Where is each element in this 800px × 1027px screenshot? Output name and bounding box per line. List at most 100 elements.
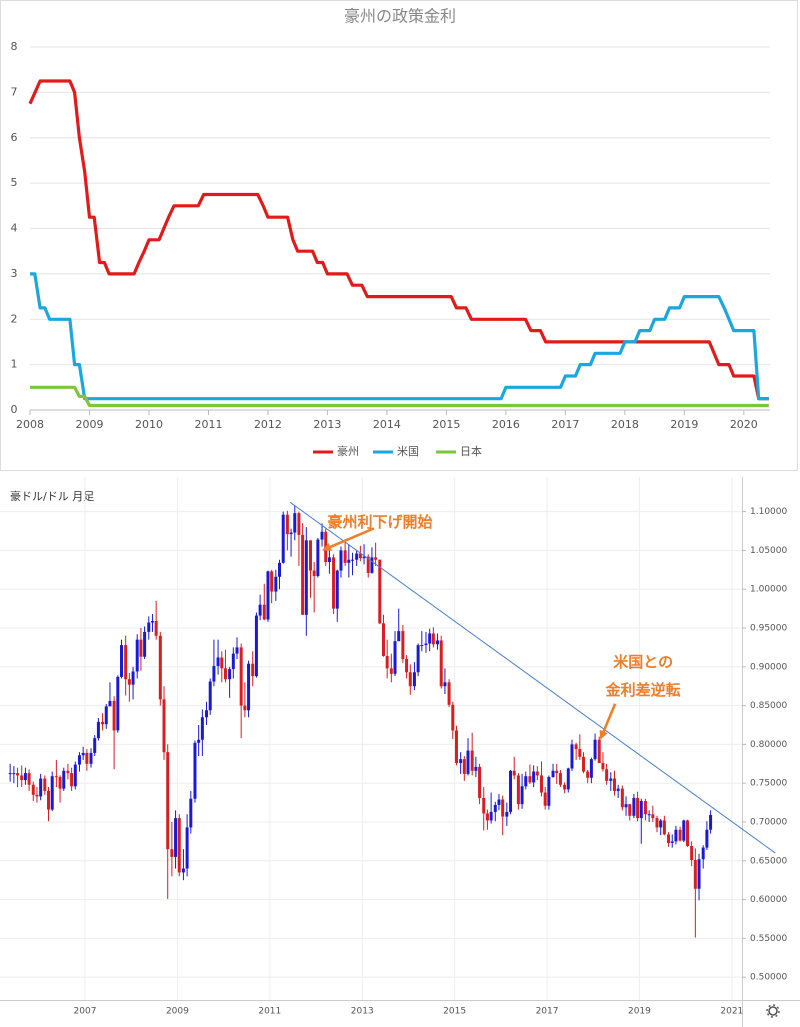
candle-body bbox=[420, 645, 424, 647]
chart-title: 豪ドル/ドル 月足 bbox=[10, 489, 94, 503]
candle-body bbox=[612, 778, 616, 791]
candle-body bbox=[247, 663, 251, 711]
annotation-arrowhead bbox=[599, 729, 608, 740]
candles bbox=[8, 505, 713, 938]
y-tick-label: 0.60000 bbox=[750, 895, 787, 905]
candle-body bbox=[308, 540, 312, 571]
candle-body bbox=[266, 571, 270, 620]
candle-body bbox=[570, 744, 574, 769]
candle-body bbox=[58, 776, 62, 789]
candle-body bbox=[524, 776, 528, 787]
candle-body bbox=[528, 776, 532, 783]
candle-body bbox=[81, 752, 85, 756]
candle-body bbox=[497, 799, 501, 805]
candle-body bbox=[682, 820, 686, 841]
candle-body bbox=[85, 752, 89, 764]
x-tick-label: 2011 bbox=[194, 418, 222, 431]
candle-body bbox=[439, 640, 443, 687]
candle-body bbox=[539, 775, 543, 793]
candle-body bbox=[50, 776, 54, 810]
y-tick-label: 4 bbox=[11, 222, 18, 235]
y-tick-label: 6 bbox=[11, 131, 18, 144]
candle-body bbox=[208, 681, 212, 711]
gear bbox=[768, 1006, 778, 1016]
candle-body bbox=[424, 643, 428, 646]
candle-body bbox=[693, 860, 697, 889]
candle-body bbox=[8, 773, 12, 775]
legend-label: 豪州 bbox=[337, 444, 359, 458]
candle-body bbox=[281, 514, 285, 563]
candle-body bbox=[96, 721, 100, 739]
x-tick-label: 2016 bbox=[492, 418, 520, 431]
candle-body bbox=[378, 559, 382, 624]
x-tick-label: 2019 bbox=[628, 1007, 651, 1017]
candle-body bbox=[23, 773, 27, 781]
candle-body bbox=[66, 770, 70, 774]
y-tick-label: 7 bbox=[11, 85, 18, 98]
candle-body bbox=[451, 704, 455, 731]
candle-body bbox=[158, 635, 162, 700]
candle-body bbox=[535, 771, 539, 776]
candle-body bbox=[601, 763, 605, 770]
candle-body bbox=[589, 759, 593, 778]
candle-body bbox=[447, 682, 451, 705]
candle-body bbox=[335, 570, 339, 609]
candle-body bbox=[651, 814, 655, 819]
candle-body bbox=[239, 647, 243, 706]
candle-body bbox=[678, 829, 682, 841]
candle-body bbox=[39, 778, 43, 797]
candle-body bbox=[639, 801, 643, 819]
candle-body bbox=[293, 513, 297, 533]
y-tick-label: 8 bbox=[11, 40, 18, 53]
x-tick-label: 2014 bbox=[373, 418, 401, 431]
settings-icon[interactable] bbox=[766, 1004, 780, 1018]
candle-body bbox=[258, 604, 262, 616]
candle-body bbox=[27, 773, 31, 785]
legend-label: 日本 bbox=[460, 444, 482, 458]
x-tick-label: 2012 bbox=[254, 418, 282, 431]
candle-body bbox=[643, 801, 647, 815]
candle-body bbox=[212, 666, 216, 682]
candle-body bbox=[135, 639, 139, 672]
candle-body bbox=[578, 749, 582, 757]
candle-body bbox=[366, 556, 370, 573]
candle-body bbox=[459, 759, 463, 764]
y-tick-label: 1.10000 bbox=[750, 507, 787, 517]
candle-body bbox=[370, 557, 374, 573]
candle-body bbox=[670, 841, 674, 843]
candle-body bbox=[632, 797, 636, 816]
candle-body bbox=[70, 773, 74, 787]
candle-body bbox=[478, 766, 482, 798]
candle-body bbox=[327, 557, 331, 563]
candle-body bbox=[381, 623, 385, 656]
candle-body bbox=[339, 550, 343, 571]
annotation-text: 金利差逆転 bbox=[605, 681, 681, 699]
candle-body bbox=[628, 804, 632, 816]
y-tick-label: 5 bbox=[11, 176, 18, 189]
candle-body bbox=[558, 773, 562, 785]
candle-body bbox=[624, 804, 628, 808]
candle-body bbox=[551, 770, 555, 777]
candle-body bbox=[408, 672, 412, 687]
candle-body bbox=[285, 514, 289, 535]
top-chart-frame bbox=[0, 0, 798, 471]
y-tick-label: 0.75000 bbox=[750, 779, 787, 789]
candle-body bbox=[436, 640, 440, 645]
candle-body bbox=[516, 775, 520, 805]
candle-body bbox=[73, 764, 77, 787]
candle-body bbox=[62, 770, 66, 789]
candle-body bbox=[254, 615, 258, 677]
candle-body bbox=[289, 532, 293, 535]
candle-body bbox=[397, 631, 401, 642]
x-tick-label: 2008 bbox=[16, 418, 44, 431]
candle-body bbox=[166, 752, 170, 850]
candle-body bbox=[147, 622, 151, 632]
candle-body bbox=[454, 730, 458, 764]
rate-line bbox=[30, 272, 769, 401]
x-tick-label: 2015 bbox=[432, 418, 460, 431]
candle-body bbox=[320, 531, 324, 540]
candle-body bbox=[200, 717, 204, 740]
candle-body bbox=[701, 847, 705, 860]
candle-body bbox=[501, 799, 505, 817]
candle-body bbox=[662, 820, 666, 835]
